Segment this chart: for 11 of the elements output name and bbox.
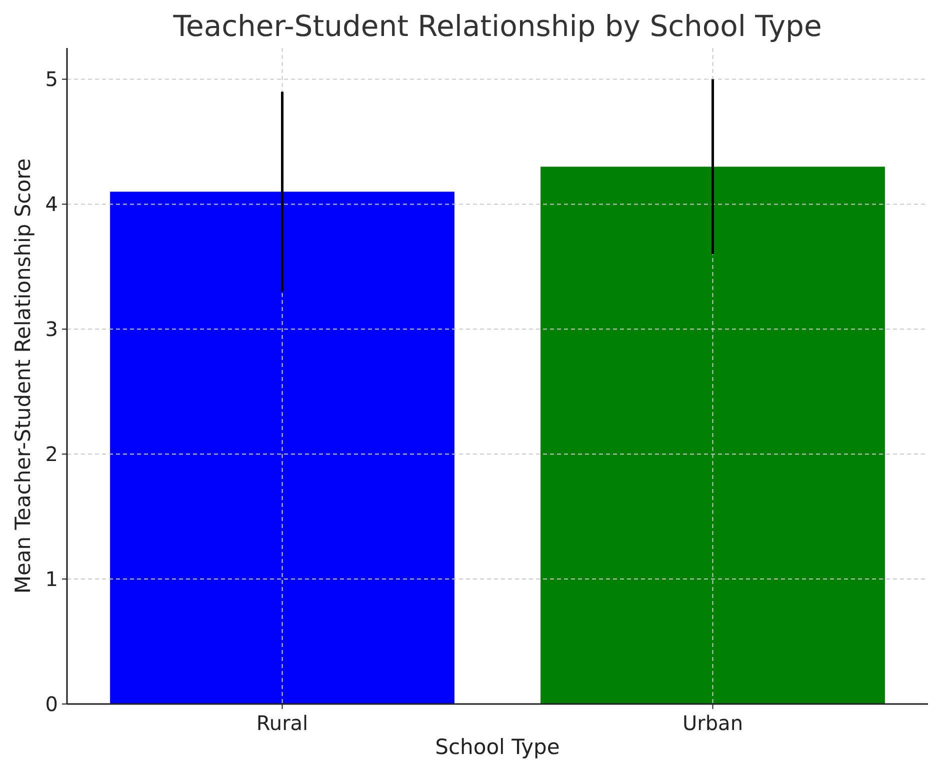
y-tick-label: 4 — [45, 192, 58, 216]
y-tick-label: 0 — [45, 692, 58, 716]
y-tick-label: 2 — [45, 442, 58, 466]
y-tick-label: 5 — [45, 67, 58, 92]
y-axis-title: Mean Teacher-Student Relationship Score — [11, 158, 35, 594]
y-tick-label: 3 — [45, 317, 58, 342]
x-tick-label: Rural — [256, 711, 308, 735]
x-tick-label: Urban — [682, 711, 743, 735]
chart-title: Teacher-Student Relationship by School Type — [172, 9, 822, 43]
x-axis-title: School Type — [435, 735, 560, 759]
y-tick-label: 1 — [45, 567, 58, 592]
